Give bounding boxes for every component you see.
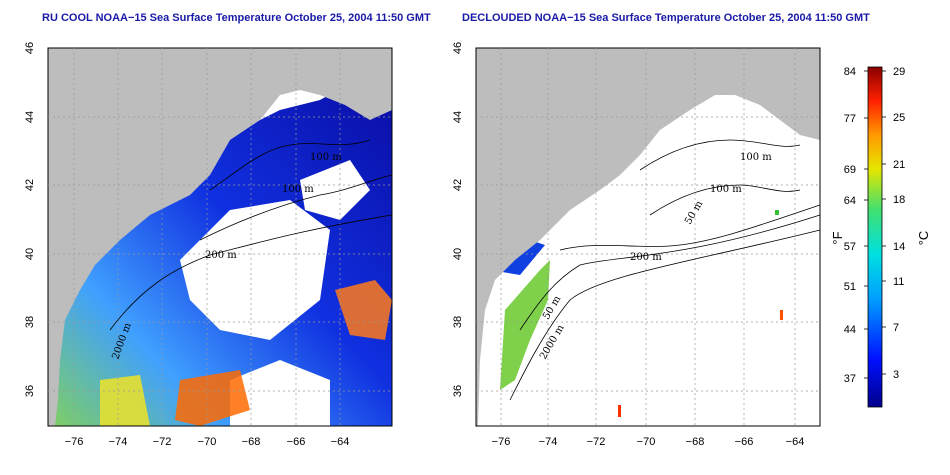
svg-text:57: 57 [844,241,856,253]
svg-text:38: 38 [452,316,464,328]
svg-text:42: 42 [452,179,464,191]
right-contour-label-4: 200 m [630,252,662,263]
cloud-patch-left [180,200,330,340]
colorbar-unit-c: °C [916,231,931,246]
svg-text:14: 14 [893,241,905,253]
svg-text:42: 42 [24,179,36,191]
svg-text:36: 36 [452,385,464,397]
svg-text:36: 36 [24,385,36,397]
svg-text:51: 51 [844,281,856,293]
left-grid [48,48,392,426]
svg-text:−66: −66 [735,436,754,448]
svg-text:44: 44 [24,111,36,123]
left-contour-label-2: 100 m [282,184,314,195]
left-lat-ticks: 46 44 42 40 38 36 [24,42,36,397]
right-contour-label-2: 100 m [710,184,742,195]
svg-text:25: 25 [893,112,905,124]
colorbar-unit-f: °F [830,231,845,244]
right-bathymetry-contours [509,139,821,401]
svg-text:−76: −76 [65,436,84,448]
left-map-title: RU COOL NOAA−15 Sea Surface Temperature … [42,12,431,24]
svg-text:−72: −72 [153,436,172,448]
land-left [48,48,392,426]
left-bathymetry-contours [109,139,393,331]
colorbar-tick-marks [864,70,886,379]
svg-text:40: 40 [24,248,36,260]
left-map-frame [47,47,393,427]
svg-text:7: 7 [893,322,899,334]
svg-text:46: 46 [452,42,464,54]
left-contour-label-3: 200 m [205,250,237,261]
svg-text:21: 21 [893,159,905,171]
right-lon-ticks: −76 −74 −72 −70 −68 −66 −64 [492,436,805,448]
sst-strip-right [500,260,550,390]
svg-text:−70: −70 [637,436,656,448]
svg-text:−66: −66 [287,436,306,448]
right-map-title: DECLOUDED NOAA−15 Sea Surface Temperatur… [462,12,870,24]
svg-text:−72: −72 [587,436,606,448]
land-right [476,48,820,426]
colorbar-c-ticks: 29 25 21 18 14 11 7 3 [893,66,905,381]
left-lon-ticks: −76 −74 −72 −70 −68 −66 −64 [65,436,350,448]
svg-text:29: 29 [893,66,905,78]
svg-text:69: 69 [844,164,856,176]
svg-text:44: 44 [452,111,464,123]
svg-text:−64: −64 [786,436,805,448]
svg-text:−68: −68 [242,436,261,448]
svg-text:−64: −64 [331,436,350,448]
svg-text:46: 46 [24,42,36,54]
svg-text:−70: −70 [198,436,217,448]
colorbar [867,66,883,408]
left-contour-label-1: 100 m [310,152,342,163]
svg-text:−74: −74 [539,436,558,448]
svg-text:3: 3 [893,369,899,381]
svg-text:40: 40 [452,248,464,260]
svg-text:−74: −74 [109,436,128,448]
left-map [48,48,392,426]
svg-text:38: 38 [24,316,36,328]
right-map [476,48,820,426]
right-lat-ticks: 46 44 42 40 38 36 [452,42,464,397]
right-grid [476,48,820,426]
svg-text:−68: −68 [686,436,705,448]
colorbar-f-ticks: 84 77 69 64 57 51 44 37 [844,66,856,385]
svg-text:37: 37 [844,373,856,385]
svg-text:11: 11 [893,276,904,288]
right-contour-label-1: 100 m [740,152,772,163]
right-map-frame [475,47,821,427]
svg-text:18: 18 [893,194,905,206]
svg-text:64: 64 [844,195,856,207]
svg-text:84: 84 [844,66,856,78]
svg-text:−76: −76 [492,436,511,448]
svg-text:77: 77 [844,113,856,125]
svg-text:44: 44 [844,324,856,336]
